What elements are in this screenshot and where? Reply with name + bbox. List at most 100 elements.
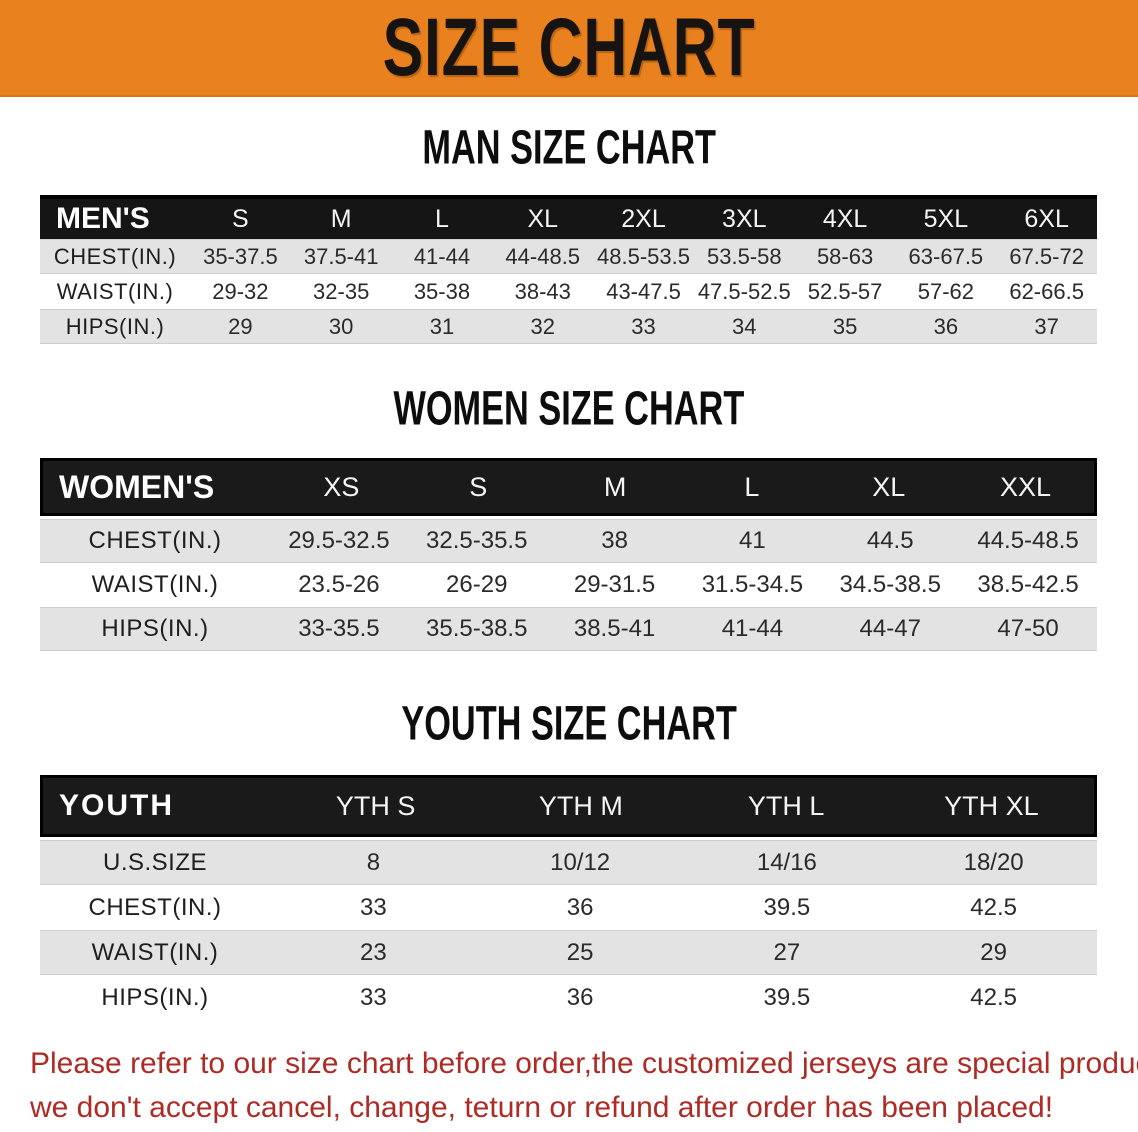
size-value: 29	[980, 938, 1007, 966]
size-value: 48.5-53.5	[597, 243, 690, 269]
size-value: 36	[933, 313, 959, 339]
size-value: 58-63	[816, 243, 874, 269]
size-value: 44.5-48.5	[977, 527, 1079, 554]
size-column-header: S	[469, 471, 488, 502]
table-row: WAIST(IN.) 23.5-26 26-29 29-31.5 31.5-34.5 34…	[40, 563, 1097, 607]
table-header-row: YOUTH YTH S YTH M YTH L YTH XL	[40, 775, 1097, 837]
row-label: WAIST(IN.)	[91, 571, 219, 598]
table-header-label: YOUTH	[59, 789, 174, 822]
size-value: 53.5-58	[706, 243, 782, 269]
size-column-header: S	[232, 204, 249, 233]
size-column-header: M	[603, 471, 627, 502]
size-value: 27	[773, 938, 801, 966]
size-value: 29.5-32.5	[288, 527, 390, 554]
size-value: 41-44	[413, 243, 471, 269]
row-label: CHEST(IN.)	[88, 893, 222, 921]
row-label: U.S.SIZE	[102, 848, 208, 876]
size-value: 35	[832, 313, 858, 339]
size-value: 33	[631, 313, 656, 339]
size-value: 29-32	[212, 278, 269, 304]
row-label: HIPS(IN.)	[101, 983, 209, 1011]
size-value: 63-67.5	[908, 243, 984, 269]
disclaimer-line-2: we don't accept cancel, change, teturn o…	[30, 1090, 1054, 1124]
size-value: 39.5	[763, 983, 811, 1011]
size-value: 44-47	[859, 615, 921, 642]
size-value: 23	[360, 938, 387, 966]
size-value: 41-44	[721, 615, 784, 642]
size-value: 32-35	[313, 278, 370, 304]
size-value: 37.5-41	[303, 243, 379, 269]
size-column-header: XL	[527, 204, 559, 233]
size-value: 41	[739, 527, 766, 554]
size-value: 8	[366, 848, 381, 876]
size-column-header: L	[435, 204, 449, 233]
man-size-chart-heading: MAN SIZE CHART	[422, 120, 716, 175]
size-chart-banner: SIZE CHART	[0, 0, 1138, 97]
size-value: 35-38	[413, 278, 471, 304]
size-value: 52.5-57	[807, 278, 883, 304]
size-value: 43-47.5	[606, 278, 681, 304]
row-label: WAIST(IN.)	[56, 278, 174, 304]
size-value: 23.5-26	[298, 571, 380, 598]
size-value: 57-62	[917, 278, 974, 304]
size-value: 33	[360, 893, 387, 921]
youth-size-table: YOUTH YTH S YTH M YTH L YTH XL U.S.SIZE 8 10/12…	[40, 775, 1097, 1020]
size-column-header: XXL	[1000, 471, 1052, 502]
size-value: 33-35.5	[298, 615, 380, 642]
row-label: HIPS(IN.)	[65, 313, 165, 339]
size-value: 42.5	[970, 893, 1017, 921]
row-label: CHEST(IN.)	[53, 243, 177, 269]
table-row: CHEST(IN.) 35-37.5 37.5-41 41-44 44-48.5 48.5…	[40, 239, 1097, 274]
size-value: 31.5-34.5	[701, 571, 804, 598]
disclaimer-line-1: Please refer to our size chart before or…	[30, 1047, 1138, 1080]
size-value: 38.5-42.5	[977, 571, 1079, 598]
table-row: HIPS(IN.) 29 30 31 32 33 34 35 36 37	[40, 309, 1097, 344]
size-value: 44-48.5	[505, 243, 581, 269]
size-value: 47-50	[997, 615, 1059, 642]
size-value: 31	[429, 313, 455, 339]
size-column-header: 2XL	[621, 204, 666, 233]
table-row: WAIST(IN.) 29-32 32-35 35-38 38-43 43-47.5 47.…	[40, 274, 1097, 309]
size-value: 33	[360, 983, 387, 1011]
size-column-header: L	[744, 471, 760, 502]
size-value: 42.5	[970, 983, 1017, 1011]
row-label: WAIST(IN.)	[91, 938, 219, 966]
size-value: 44.5	[866, 527, 914, 554]
size-column-header: 3XL	[722, 204, 767, 233]
size-value: 34	[732, 313, 757, 339]
size-value: 18/20	[963, 848, 1024, 876]
size-value: 39.5	[763, 893, 811, 921]
table-row: HIPS(IN.) 33-35.5 35.5-38.5 38.5-41 41-44 44-…	[40, 607, 1097, 651]
size-value: 36	[566, 983, 594, 1011]
size-value: 34.5-38.5	[839, 571, 941, 598]
size-value: 35.5-38.5	[426, 615, 528, 642]
row-label: CHEST(IN.)	[88, 527, 222, 554]
table-header-row: WOMEN'S XS S M L XL XXL	[40, 458, 1097, 516]
size-column-header: XL	[872, 471, 906, 502]
youth-size-chart-heading: YOUTH SIZE CHART	[401, 696, 737, 751]
size-value: 62-66.5	[1009, 278, 1084, 304]
size-column-header: YTH M	[538, 790, 623, 821]
size-value: 25	[566, 938, 594, 966]
size-value: 47.5-52.5	[697, 278, 791, 304]
size-value: 29	[228, 313, 253, 339]
row-label: HIPS(IN.)	[101, 615, 209, 642]
size-value: 10/12	[550, 848, 611, 876]
size-value: 67.5-72	[1009, 243, 1084, 269]
table-row: HIPS(IN.) 33 36 39.5 42.5	[40, 975, 1097, 1020]
size-column-header: 6XL	[1024, 204, 1069, 233]
size-column-header: YTH XL	[944, 790, 1039, 821]
size-column-header: M	[330, 204, 352, 233]
table-row: U.S.SIZE 8 10/12 14/16 18/20	[40, 840, 1097, 885]
table-header-label: WOMEN'S	[59, 468, 215, 505]
table-header-label: MEN'S	[56, 202, 150, 235]
order-disclaimer: Please refer to our size chart before or…	[0, 1042, 1138, 1129]
size-value: 32	[530, 313, 555, 339]
size-value: 37	[1034, 313, 1059, 339]
size-column-header: YTH S	[335, 790, 416, 821]
table-row: WAIST(IN.) 23 25 27 29	[40, 930, 1097, 975]
womens-size-table: WOMEN'S XS S M L XL XXL CHEST(IN.) 29.5-32.5 32.5…	[40, 458, 1097, 651]
size-value: 26-29	[446, 571, 508, 598]
size-column-header: XS	[323, 471, 360, 502]
